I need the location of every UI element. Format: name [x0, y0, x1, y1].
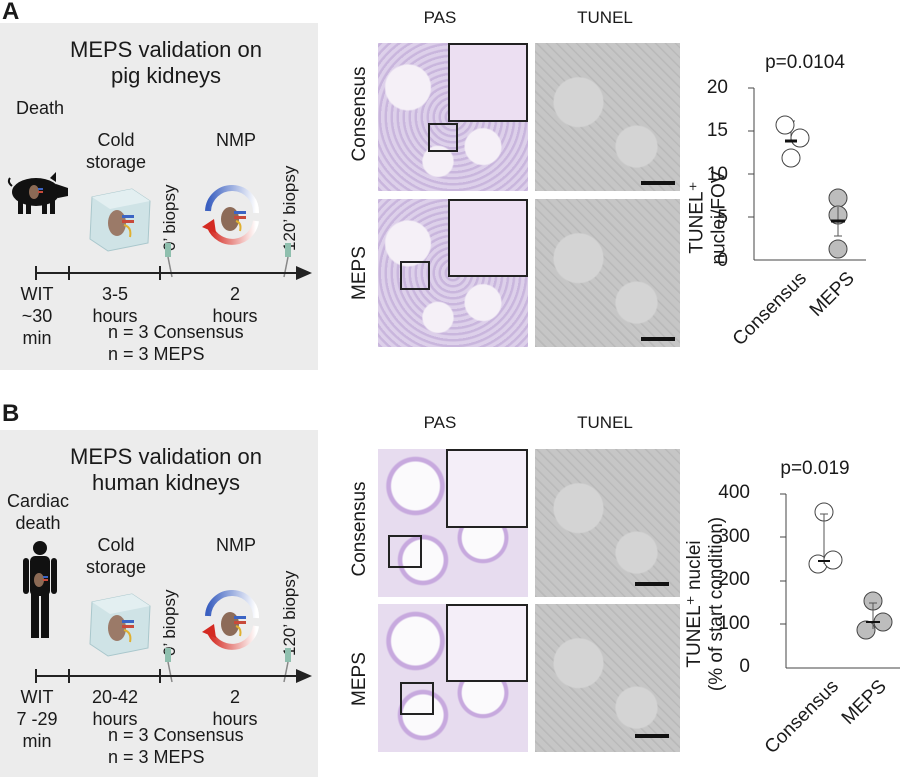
y-tick: 20 — [706, 77, 728, 98]
biopsy-0-label: 0’ biopsy — [160, 589, 179, 656]
inset-region-box — [400, 682, 434, 715]
x-tick-meps: MEPS — [837, 676, 891, 729]
tunel-image-consensus — [535, 449, 680, 597]
biopsy-needle-icon — [165, 648, 173, 683]
pas-image-meps — [378, 604, 528, 752]
row-header-meps: MEPS — [349, 652, 370, 706]
ice-cube-kidney-icon — [89, 188, 151, 252]
biopsy-0-label: 0’ biopsy — [160, 184, 179, 251]
tunel-image-meps — [535, 604, 680, 752]
wit-label: WIT — [20, 284, 54, 304]
column-header-tunel: TUNEL — [577, 8, 633, 27]
n-consensus: n = 3 Consensus — [108, 725, 244, 745]
nmp-label: NMP — [216, 535, 256, 555]
cold-storage-label-1: Cold — [97, 130, 135, 150]
zoom-inset — [446, 449, 528, 528]
nmp-circuit-icon — [202, 590, 260, 650]
chart-plot-area — [780, 493, 900, 669]
wit-label: WIT — [20, 687, 54, 707]
x-tick-consensus: Consensus — [728, 268, 811, 351]
schema-title-line1: MEPS validation on — [70, 444, 262, 469]
column-header-tunel: TUNEL — [577, 413, 633, 432]
schema-pig: MEPS validation on pig kidneys Death Col… — [0, 23, 318, 370]
nmp-duration-unit: hours — [212, 709, 258, 729]
timeline-arrow — [35, 669, 312, 683]
inset-region-box — [400, 261, 430, 290]
schema-title-line2: human kidneys — [92, 470, 240, 495]
tunel-image-meps — [535, 199, 680, 347]
cold-storage-label-2: storage — [85, 557, 147, 577]
wit-value: ~30 — [21, 306, 53, 326]
cold-duration-value: 3-5 — [101, 284, 128, 304]
row-header-consensus: Consensus — [349, 66, 370, 162]
nmp-duration-value: 2 — [229, 687, 240, 707]
timeline-arrow — [35, 266, 312, 280]
donor-label: Death — [16, 98, 65, 118]
row-header-consensus: Consensus — [349, 481, 370, 577]
human-icon — [23, 541, 57, 638]
zoom-inset — [448, 199, 528, 277]
p-value: p=0.019 — [780, 458, 850, 479]
pas-image-consensus — [378, 449, 528, 597]
y-tick: 100 — [718, 613, 750, 634]
cold-storage-label-1: Cold — [97, 535, 135, 555]
n-meps: n = 3 MEPS — [108, 747, 205, 767]
donor-label-2: death — [15, 513, 61, 533]
donor-label-1: Cardiac — [6, 491, 70, 511]
ice-cube-kidney-icon — [89, 593, 151, 657]
y-tick: 0 — [739, 656, 750, 677]
row-header-meps: MEPS — [349, 246, 370, 300]
wit-unit: min — [22, 328, 52, 348]
chart-plot-area — [748, 87, 866, 261]
schema-title-line2: pig kidneys — [110, 63, 222, 88]
y-tick: 300 — [718, 526, 750, 547]
x-tick-consensus: Consensus — [760, 676, 843, 759]
inset-region-box — [388, 535, 422, 568]
column-header-pas: PAS — [423, 8, 457, 27]
panel-letter-b: B — [2, 400, 20, 427]
tunel-image-consensus — [535, 43, 680, 191]
y-tick: 200 — [718, 569, 750, 590]
y-tick: 15 — [706, 120, 728, 141]
y-tick: 5 — [717, 207, 728, 228]
wit-value: 7 -29 — [16, 709, 58, 729]
nmp-circuit-icon — [202, 185, 260, 245]
inset-region-box — [428, 123, 458, 152]
scale-bar — [635, 734, 669, 738]
zoom-inset — [448, 43, 528, 122]
scale-bar — [641, 181, 675, 185]
pig-icon — [7, 172, 68, 214]
nmp-label: NMP — [216, 130, 256, 150]
cold-duration-unit: hours — [92, 709, 138, 729]
scale-bar — [641, 337, 675, 341]
nmp-duration-unit: hours — [212, 306, 258, 326]
biopsy-needle-icon — [283, 648, 291, 683]
biopsy-120-label: 120’ biopsy — [280, 570, 299, 656]
wit-unit: min — [22, 731, 52, 751]
cold-duration-value: 20-42 — [91, 687, 139, 707]
schema-human: MEPS validation on human kidneys Cardiac… — [0, 430, 318, 777]
y-tick: 400 — [718, 482, 750, 503]
scale-bar — [635, 582, 669, 586]
cold-storage-label-2: storage — [85, 152, 147, 172]
column-header-pas: PAS — [423, 413, 457, 432]
y-tick: 10 — [706, 164, 728, 185]
zoom-inset — [446, 604, 528, 682]
panel-letter-a: A — [2, 0, 20, 25]
nmp-duration-value: 2 — [229, 284, 240, 304]
biopsy-120-label: 120’ biopsy — [280, 165, 299, 251]
n-consensus: n = 3 Consensus — [108, 322, 244, 342]
chart-tunel-percent: p=0.019 TUNEL⁺ nuclei (% of start condit… — [684, 440, 900, 770]
pas-image-consensus — [378, 43, 528, 191]
schema-title-line1: MEPS validation on — [70, 37, 262, 62]
y-tick: 0 — [717, 250, 728, 271]
chart-tunel-fov: p=0.0104 TUNEL⁺ nuclei/FOV 20 15 10 5 0 … — [687, 40, 900, 360]
p-value: p=0.0104 — [765, 52, 845, 73]
pas-image-meps — [378, 199, 528, 347]
n-meps: n = 3 MEPS — [108, 344, 205, 364]
cold-duration-unit: hours — [92, 306, 138, 326]
